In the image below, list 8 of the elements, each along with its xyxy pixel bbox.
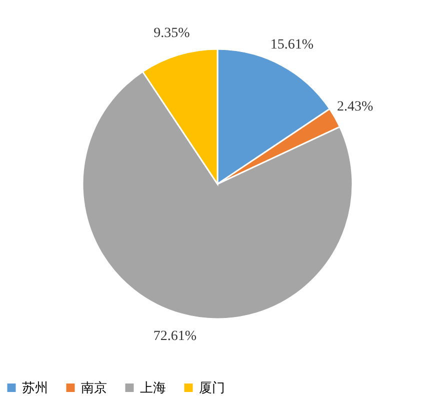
data-label: 2.43%: [337, 99, 374, 114]
data-label: 15.61%: [270, 38, 314, 53]
data-label: 9.35%: [154, 26, 190, 41]
data-label: 72.61%: [153, 329, 197, 344]
legend-label: 上海: [140, 380, 166, 396]
legend-label: 苏州: [22, 380, 48, 396]
legend-label: 南京: [81, 380, 107, 396]
legend-label: 厦门: [199, 380, 225, 396]
